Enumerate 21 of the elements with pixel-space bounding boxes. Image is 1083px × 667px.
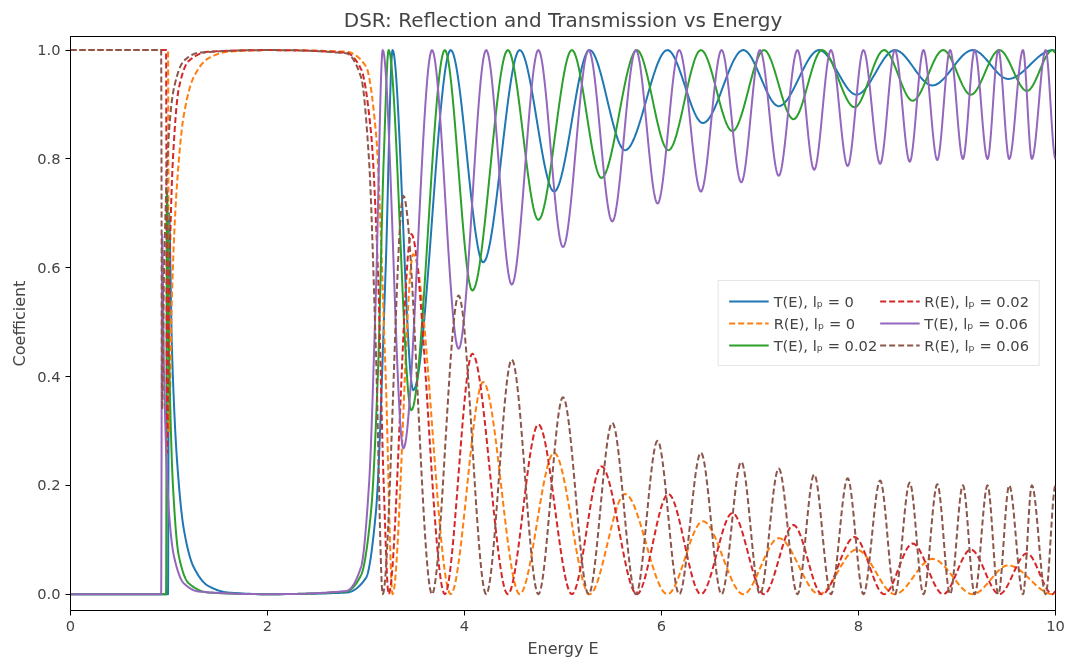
y-tick-label: 1.0 (37, 41, 61, 59)
x-tick-label: 10 (1046, 616, 1065, 634)
x-tick-label: 6 (656, 616, 667, 634)
x-axis-title: Energy E (527, 638, 599, 658)
y-tick-label: 0.0 (37, 585, 61, 603)
legend-label: R(E), lₚ = 0.06 (924, 336, 1029, 354)
x-tick-label: 8 (853, 616, 864, 634)
y-tick-label: 0.2 (37, 476, 61, 494)
x-tick-label: 4 (459, 616, 470, 634)
y-axis-title: Coefficient (10, 280, 30, 367)
legend-label: T(E), lₚ = 0.06 (924, 314, 1028, 332)
x-tick-label: 0 (65, 616, 76, 634)
chart-title: DSR: Reflection and Transmission vs Energy (343, 7, 783, 32)
y-tick-label: 0.4 (37, 367, 61, 385)
legend-label: R(E), lₚ = 0.02 (924, 292, 1029, 310)
x-tick-label: 2 (262, 616, 273, 634)
legend-label: R(E), lₚ = 0 (773, 314, 856, 332)
y-tick-label: 0.8 (37, 149, 61, 167)
y-tick-label: 0.6 (37, 258, 61, 276)
legend-label: T(E), lₚ = 0.02 (773, 336, 878, 354)
legend-label: T(E), lₚ = 0 (773, 292, 854, 310)
